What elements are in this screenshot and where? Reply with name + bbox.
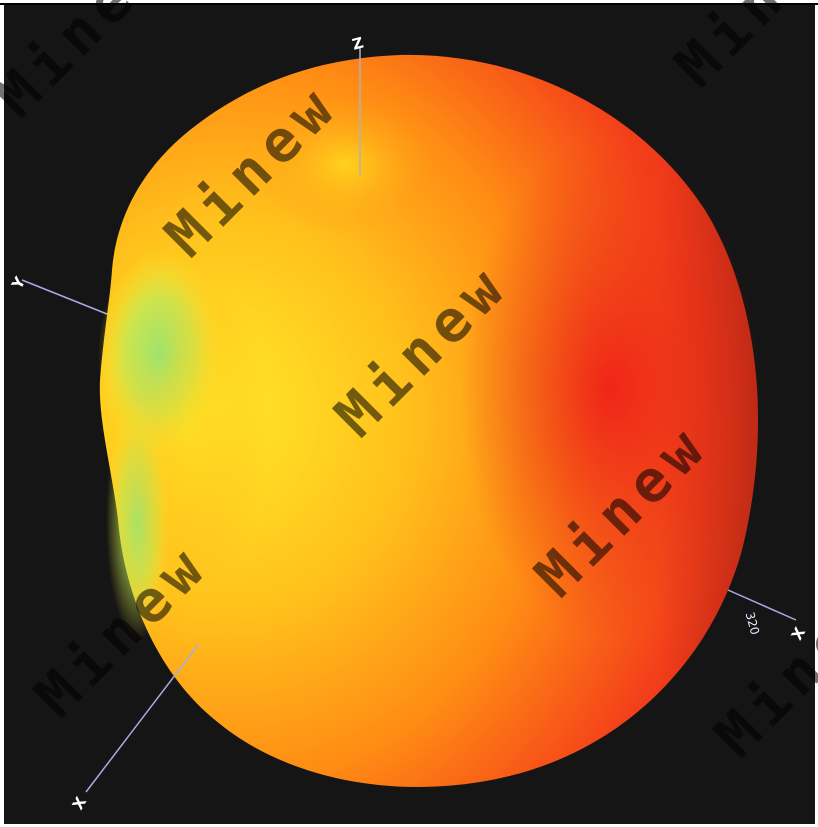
z-axis-label: Z [350, 33, 365, 53]
y-axis-label: Y [8, 273, 30, 293]
axis-tick-label: 320 [743, 611, 762, 637]
watermark: Minew [662, 0, 818, 100]
x-axis-line-right [727, 589, 797, 621]
y-axis-line [21, 279, 113, 317]
x-axis-line [85, 644, 199, 793]
watermark: Minew [0, 0, 182, 130]
yellow-top-region [255, 95, 435, 235]
red-lobe-region [460, 140, 760, 640]
top-border-line [0, 3, 818, 5]
x-axis-label: X [69, 794, 91, 813]
yellow-left-region [110, 270, 270, 590]
